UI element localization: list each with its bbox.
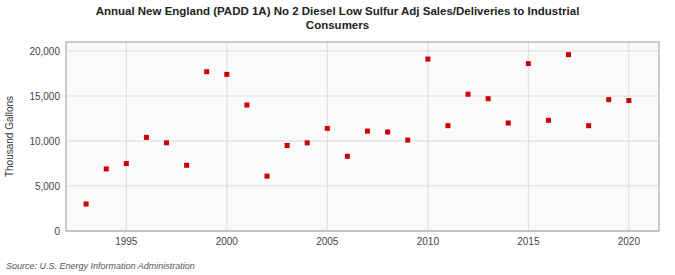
point [506,121,511,126]
point [466,92,471,97]
x-tick-label: 2020 [618,236,641,247]
point [305,140,310,145]
point [124,161,129,166]
y-grid-line [66,51,659,52]
x-grid-line [427,42,428,231]
point [164,140,169,145]
point [365,129,370,134]
x-grid-line [226,42,227,231]
x-grid-line [327,42,328,231]
source-note: Source: U.S. Energy Information Administ… [6,261,195,271]
y-grid-line [66,96,659,97]
chart-container: Annual New England (PADD 1A) No 2 Diesel… [0,0,675,275]
x-tick-label: 2010 [417,236,440,247]
title-line: Consumers [306,19,369,31]
y-tick-label: 20,000 [29,46,60,57]
chart: Annual New England (PADD 1A) No 2 Diesel… [0,0,675,275]
point [546,118,551,123]
x-grid-line [528,42,529,231]
x-grid-line [628,42,629,231]
points [84,52,632,206]
title-line: Annual New England (PADD 1A) No 2 Diesel… [96,5,580,17]
point [204,69,209,74]
point [224,72,229,77]
point [244,103,249,108]
point [325,126,330,131]
point [586,123,591,128]
point [566,52,571,57]
y-tick-label: 10,000 [29,136,60,147]
point [345,154,350,159]
x-tick-label: 2000 [216,236,239,247]
point [526,61,531,66]
point [486,96,491,101]
plot-frame [66,42,659,231]
title: Annual New England (PADD 1A) No 2 Diesel… [96,5,580,31]
plot-area [66,42,659,231]
point [84,202,89,207]
point [265,174,270,179]
y-tick-label: 5,000 [35,181,60,192]
point [425,57,430,62]
y-grid-line [66,141,659,142]
point [606,97,611,102]
point [626,98,631,103]
y-tick-label: 15,000 [29,91,60,102]
point [184,163,189,168]
x-tick-label: 2015 [517,236,540,247]
y-grid-line [66,186,659,187]
point [285,143,290,148]
x-tick-label: 2005 [316,236,339,247]
x-grid-line [126,42,127,231]
point [104,166,109,171]
point [445,123,450,128]
grid [66,42,659,231]
point [144,135,149,140]
y-axis-label: Thousand Gallons [4,96,15,177]
x-tick-label: 1995 [115,236,138,247]
y-tick-label: 0 [54,226,60,237]
point [385,130,390,135]
point [405,138,410,143]
